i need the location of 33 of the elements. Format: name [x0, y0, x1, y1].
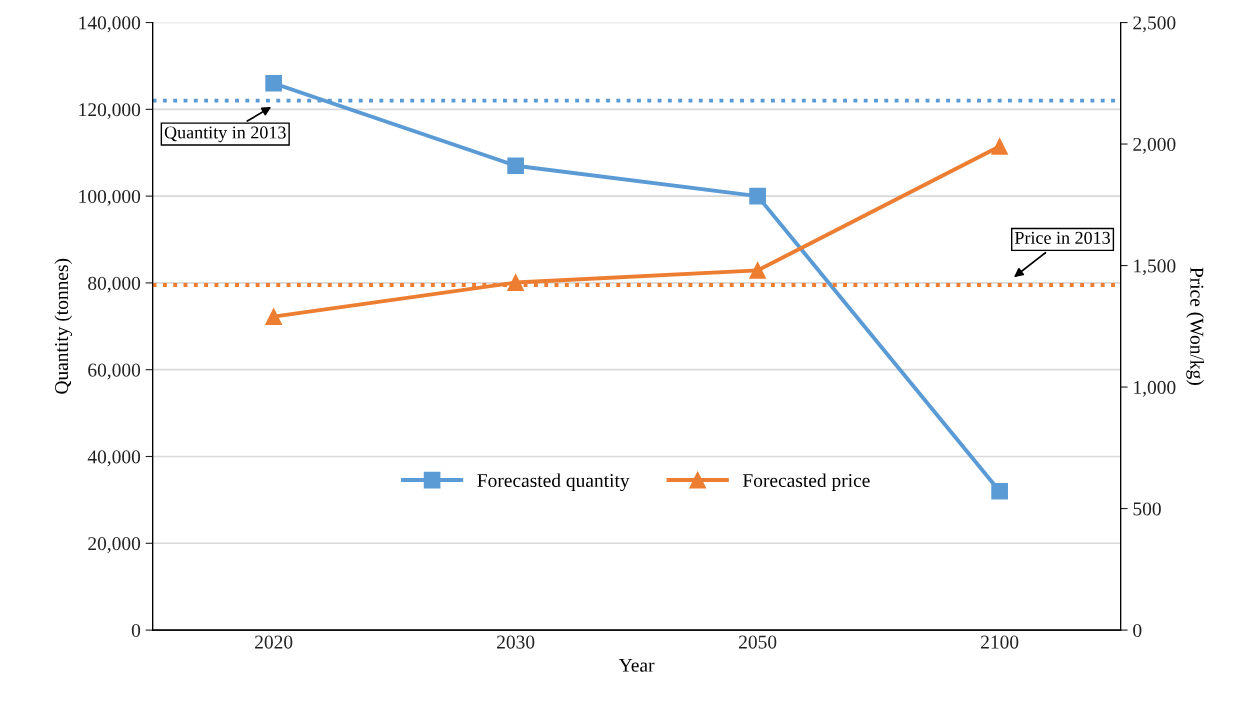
y2-tick-label: 2,000: [1133, 137, 1176, 154]
x-tick-label: 2030: [497, 635, 535, 649]
y2-axis-title: Price (Won/kg): [1186, 267, 1204, 385]
point: [991, 138, 1008, 155]
ref-line-label: Quantity in 2013: [164, 126, 286, 143]
y-tick-label: 20,000: [88, 537, 141, 554]
x-axis-title: Year: [618, 658, 655, 672]
x-tick-label: 2050: [739, 635, 777, 649]
legend-label: Forecasted quantity: [477, 473, 630, 492]
point: [507, 157, 524, 175]
point: [507, 274, 524, 291]
x-tick-label: 2020: [255, 635, 293, 649]
point: [749, 187, 766, 205]
y-tick-label: 120,000: [79, 103, 141, 120]
y2-tick-label: 1,500: [1134, 259, 1176, 276]
y2-tick-label: 0: [1133, 623, 1142, 638]
legend-label: Forecasted price: [742, 473, 870, 492]
point: [991, 482, 1008, 500]
y2-tick-label: 2,500: [1133, 16, 1176, 33]
y-tick-label: 80,000: [88, 276, 141, 293]
y2-tick-label: 500: [1133, 502, 1161, 516]
point: [265, 74, 282, 92]
y-axis-title: Quantity (tonnes): [54, 258, 73, 394]
x-tick-label: 2100: [981, 635, 1019, 649]
y-tick-label: 60,000: [88, 363, 141, 380]
y-tick-label: 140,000: [79, 16, 141, 33]
point: [265, 308, 282, 325]
point: [749, 262, 766, 279]
ref-line-label: Price in 2013: [1014, 231, 1110, 244]
y2-tick-label: 1,000: [1134, 380, 1176, 397]
y-tick-label: 0: [131, 623, 141, 638]
y-tick-label: 40,000: [87, 450, 141, 467]
y-tick-label: 100,000: [79, 189, 141, 206]
